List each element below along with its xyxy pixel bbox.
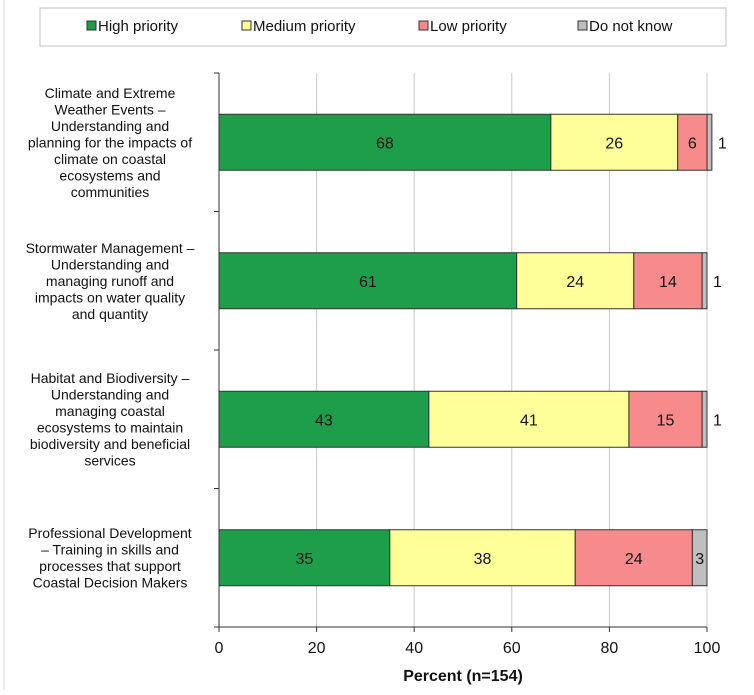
bar-2-1 [428,390,630,448]
category-label-line: communities [71,184,150,200]
category-label-line: Understanding and [51,387,169,403]
bar-0-3 [706,113,713,171]
category-label-line: processes that support [39,558,181,574]
category-label-line: managing runoff and [46,273,174,289]
bar-1-1 [516,252,635,310]
category-label-0: Climate and Extreme Weather Events – Under… [28,85,192,200]
category-label-line: managing coastal [55,403,165,419]
legend-label-2: Low priority [430,18,507,35]
data-label-2-2: 15 [657,412,675,429]
data-label-1-3: 1 [713,274,722,291]
category-label-line: Coastal Decision Makers [33,575,188,591]
bar-3-2 [574,529,693,587]
bar-3-3 [691,529,708,587]
legend-label-3: Do not know [589,18,673,35]
data-label-3-1: 38 [474,551,492,568]
data-label-0-3: 1 [718,135,727,152]
data-label-1-2: 14 [659,274,677,291]
x-tick-label-3: 60 [503,640,521,657]
category-label-line: Weather Events – [54,101,165,117]
category-label-2: Habitat and Biodiversity – Understanding … [30,370,190,469]
category-label-line: Habitat and Biodiversity – [31,370,190,386]
x-tick-label-0: 0 [215,640,224,657]
category-label-line: – Training in skills and [41,542,179,558]
category-label-1: Stormwater Management – Understanding and… [26,240,195,322]
data-label-2-0: 43 [315,412,333,429]
legend-label-0: High priority [98,18,179,35]
x-axis-title: Percent (n=154) [403,668,523,685]
bar-0-2 [677,113,708,171]
data-label-1-1: 24 [566,274,584,291]
data-label-3-2: 24 [625,551,643,568]
legend-label-1: Medium priority [253,18,356,35]
bar-2-2 [628,390,703,448]
bar-3-0 [218,529,391,587]
category-label-3: Professional Development – Training in sk… [28,525,192,591]
data-label-0-0: 68 [376,135,394,152]
data-label-0-2: 6 [688,135,697,152]
category-label-line: impacts on water quality [35,289,185,305]
data-label-1-0: 61 [359,274,377,291]
category-label-line: ecosystems to maintain [37,420,183,436]
bar-2-0 [218,390,430,448]
data-label-2-3: 1 [713,412,722,429]
category-label-line: climate on coastal [54,151,166,167]
category-label-line: Climate and Extreme [45,85,176,101]
legend-box [39,7,727,47]
category-label-line: Understanding and [51,256,169,272]
bar-1-0 [218,252,518,310]
x-tick-label-5: 100 [694,640,721,657]
category-label-line: ecosystems and [59,167,160,183]
category-label-line: Stormwater Management – [26,240,195,256]
bar-0-1 [550,113,679,171]
bar-0-0 [218,113,552,171]
legend-swatch-2 [418,20,429,31]
x-tick-label-4: 80 [601,640,619,657]
category-label-line: Professional Development [28,525,192,541]
category-label-line: Understanding and [51,118,169,134]
category-label-line: services [84,453,135,469]
data-label-3-3: 3 [695,551,704,568]
legend-swatch-0 [86,20,97,31]
category-label-line: biodiversity and beneficial [30,436,190,452]
data-label-2-1: 41 [520,412,538,429]
category-label-line: planning for the impacts of [28,134,192,150]
data-label-0-1: 26 [605,135,623,152]
legend-swatch-3 [577,20,588,31]
legend-swatch-1 [241,20,252,31]
category-label-line: and quantity [72,306,148,322]
bar-1-2 [633,252,703,310]
bar-2-3 [701,390,708,448]
x-tick-label-2: 40 [405,640,423,657]
x-tick-label-1: 20 [308,640,326,657]
data-label-3-0: 35 [296,551,314,568]
bar-1-3 [701,252,708,310]
